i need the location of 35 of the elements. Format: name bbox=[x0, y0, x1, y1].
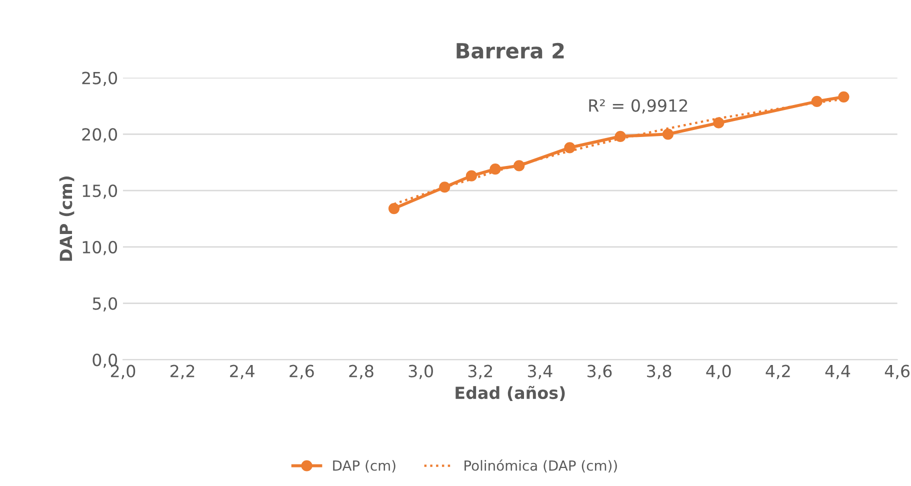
point bbox=[564, 142, 576, 154]
point bbox=[614, 130, 626, 142]
x-tick-label: 2,6 bbox=[290, 364, 314, 380]
x-tick-label: 4,4 bbox=[825, 365, 850, 380]
legend-label: DAP (cm) bbox=[333, 460, 396, 472]
point bbox=[838, 91, 850, 102]
x-tick-label: 2,8 bbox=[349, 364, 374, 380]
x-tick-label: 3,2 bbox=[468, 364, 492, 380]
x-tick-label: 4,6 bbox=[884, 364, 910, 380]
point bbox=[514, 160, 525, 172]
y-tick-label: 25,0 bbox=[82, 72, 118, 86]
point bbox=[388, 202, 400, 214]
point bbox=[466, 170, 477, 182]
y-axis-title: DAP (cm) bbox=[59, 176, 74, 261]
x-axis-title: Edad (años) bbox=[456, 386, 565, 402]
y-tick-label: 5,0 bbox=[92, 297, 118, 312]
point bbox=[490, 164, 501, 175]
point bbox=[811, 96, 822, 107]
x-tick-label: 2,2 bbox=[170, 364, 194, 380]
x-tick-label: 3,4 bbox=[528, 364, 552, 380]
annotation: R² = 0,9912 bbox=[589, 99, 688, 114]
y-tick-label: 10,0 bbox=[82, 240, 118, 256]
y-tick-label: 15,0 bbox=[82, 184, 118, 199]
x-tick-label: 3,8 bbox=[647, 364, 672, 380]
x-tick-label: 3,0 bbox=[408, 364, 433, 380]
point bbox=[439, 182, 450, 193]
point bbox=[662, 128, 674, 140]
chart-title: Barrera 2 bbox=[456, 42, 564, 59]
x-tick-label: 4,0 bbox=[706, 364, 731, 380]
x-tick-label: 2,4 bbox=[230, 364, 254, 380]
x-tick-label: 3,6 bbox=[588, 364, 612, 380]
point bbox=[713, 117, 724, 128]
x-tick-label: 4,2 bbox=[766, 364, 790, 380]
legend-label: Polinómica (DAP (cm)) bbox=[464, 460, 617, 472]
y-tick-label: 20,0 bbox=[82, 128, 118, 142]
